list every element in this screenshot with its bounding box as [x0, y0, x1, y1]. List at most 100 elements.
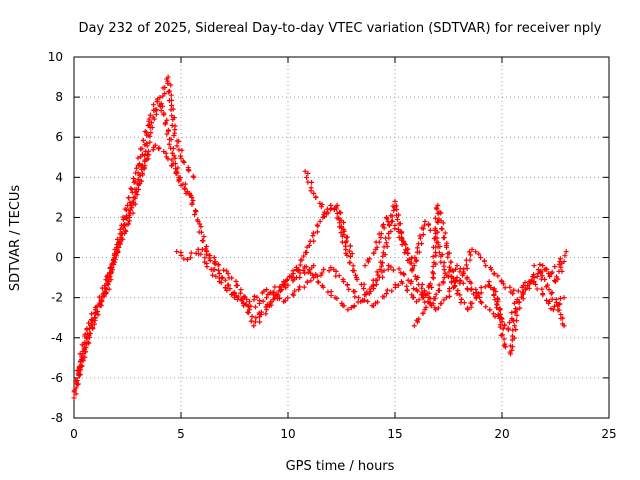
data-point [464, 276, 470, 282]
data-point [166, 98, 172, 104]
data-point [416, 297, 422, 303]
data-point [557, 296, 563, 302]
data-point [187, 192, 193, 198]
data-point [438, 210, 444, 216]
data-point [157, 95, 163, 101]
data-point [151, 102, 157, 108]
data-point [414, 245, 420, 251]
data-point [246, 310, 252, 316]
data-point [261, 288, 267, 294]
data-point [267, 290, 273, 296]
data-point [450, 275, 456, 281]
data-point [165, 89, 171, 95]
data-point [374, 244, 380, 250]
data-point [525, 283, 531, 289]
data-point [74, 377, 80, 383]
data-point [468, 287, 474, 293]
data-point [433, 244, 439, 250]
data-point [117, 240, 123, 246]
data-point [473, 249, 479, 255]
data-point [371, 303, 377, 309]
data-point [326, 268, 332, 274]
data-point [498, 278, 504, 284]
y-tick-label: 4 [55, 170, 63, 184]
series-arc-7 [302, 168, 355, 257]
data-point [561, 295, 567, 301]
data-point [86, 320, 92, 326]
data-point [308, 188, 314, 194]
data-point [347, 243, 353, 249]
data-point [317, 218, 323, 224]
data-point [210, 267, 216, 273]
data-point [311, 263, 317, 269]
data-point [301, 253, 307, 259]
data-point [168, 82, 174, 88]
data-point [543, 284, 549, 290]
data-point [441, 297, 447, 303]
data-point [370, 282, 376, 288]
data-point [225, 271, 231, 277]
data-point [311, 275, 317, 281]
data-point [173, 166, 179, 172]
data-point [195, 218, 201, 224]
data-point [518, 294, 524, 300]
data-point [87, 331, 93, 337]
data-point [420, 310, 426, 316]
data-point [165, 81, 171, 87]
data-point [530, 279, 536, 285]
data-point [404, 283, 410, 289]
data-point [146, 116, 152, 122]
data-point [73, 385, 79, 391]
data-point [189, 201, 195, 207]
data-point [507, 320, 513, 326]
data-point [488, 267, 494, 273]
data-point [434, 239, 440, 245]
data-point [442, 230, 448, 236]
data-point [199, 247, 205, 253]
data-point [217, 271, 223, 277]
data-point [152, 142, 158, 148]
data-point [230, 291, 236, 297]
data-point [520, 283, 526, 289]
x-tick-label: 20 [494, 427, 509, 441]
data-point [419, 282, 425, 288]
data-point [253, 315, 259, 321]
data-point [350, 268, 356, 274]
y-tick-label: 0 [55, 251, 63, 265]
data-point [558, 264, 564, 270]
data-point [534, 273, 540, 279]
series-arc-11 [531, 249, 569, 277]
y-tick-label: 10 [48, 50, 63, 64]
data-point [195, 247, 201, 253]
x-tick-label: 25 [601, 427, 616, 441]
data-point [468, 252, 474, 258]
data-point [249, 314, 255, 320]
data-point [118, 236, 124, 242]
data-point [561, 323, 567, 329]
data-point [204, 251, 210, 257]
data-point [308, 278, 314, 284]
data-point [509, 347, 515, 353]
data-point [92, 317, 98, 323]
data-point [207, 258, 213, 264]
data-point [139, 152, 145, 158]
data-point [431, 260, 437, 266]
data-point [535, 267, 541, 273]
data-point [380, 274, 386, 280]
data-point [310, 230, 316, 236]
data-point [534, 286, 540, 292]
data-point [164, 117, 170, 123]
y-tick-label: 2 [55, 210, 63, 224]
data-point [334, 295, 340, 301]
data-point [491, 292, 497, 298]
grid [74, 57, 609, 418]
data-point [354, 277, 360, 283]
data-point [430, 269, 436, 275]
data-point [169, 163, 175, 169]
data-point [401, 240, 407, 246]
data-point [311, 238, 317, 244]
data-point [191, 174, 197, 180]
data-point [310, 233, 316, 239]
data-point [341, 228, 347, 234]
data-point [132, 201, 138, 207]
